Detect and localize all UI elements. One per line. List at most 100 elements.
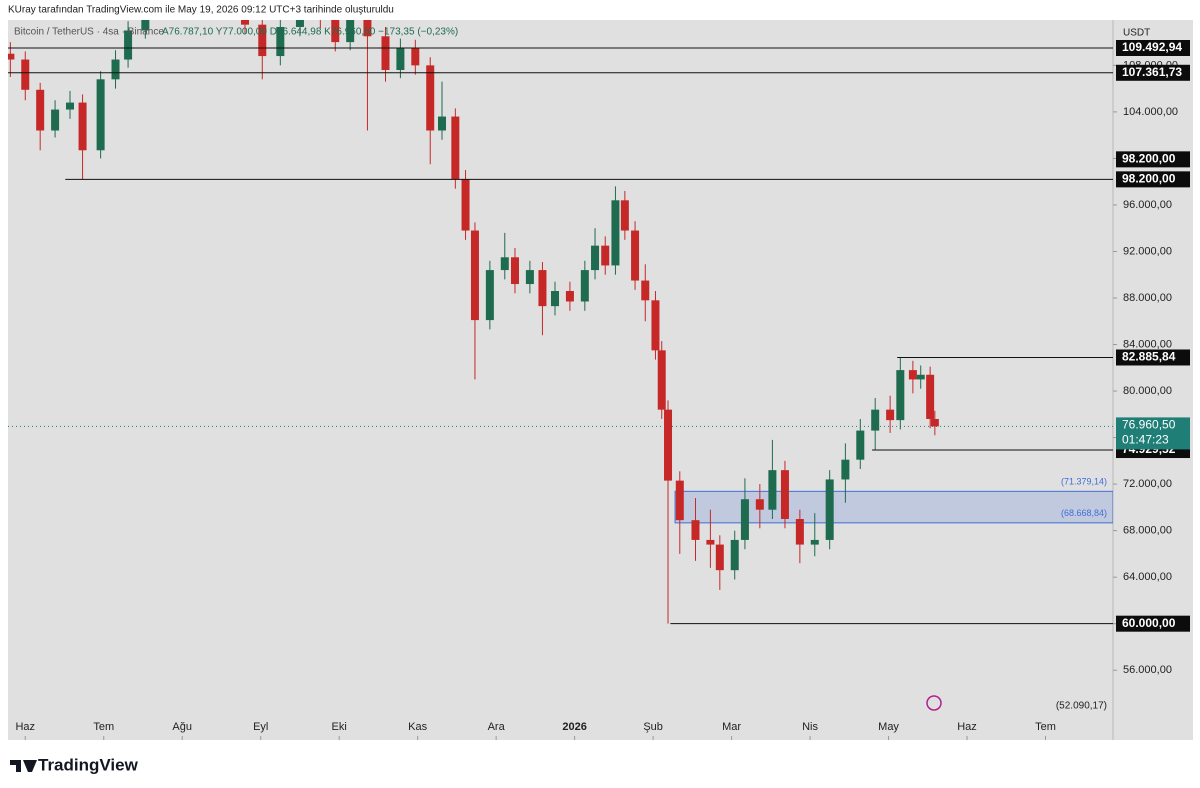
x-tick-label: Mar — [722, 721, 741, 733]
y-tick-label: 104.000,00 — [1123, 106, 1178, 118]
candle-body — [111, 59, 120, 80]
zone-label: (71.379,14) — [1061, 477, 1107, 487]
candle-body — [601, 245, 610, 266]
chart-background — [8, 20, 1193, 740]
candle-body — [411, 47, 420, 66]
candle-body — [675, 480, 684, 521]
candle-body — [510, 257, 519, 285]
candle-body — [730, 539, 739, 571]
candle-body — [485, 270, 494, 321]
x-tick-label: Ağu — [172, 721, 192, 733]
symbol: Bitcoin / TetherUS · 4sa · Binance — [14, 27, 164, 38]
candle-body — [363, 20, 372, 37]
candle-body — [908, 370, 917, 380]
logo — [10, 760, 37, 772]
candle-body — [916, 374, 925, 380]
candle-body — [631, 230, 640, 281]
last-price-box — [1116, 417, 1190, 450]
candle-body — [657, 350, 666, 410]
candle-body — [461, 179, 470, 231]
price-label: 107.361,73 — [1122, 65, 1182, 79]
candle-body — [426, 65, 435, 131]
x-tick-label: Kas — [408, 721, 427, 733]
candle-body — [856, 430, 865, 460]
price-label: 109.492,94 — [1122, 40, 1182, 54]
plot — [8, 20, 1113, 624]
candle-body — [896, 370, 905, 421]
candle-body — [886, 409, 895, 421]
price-label: 60.000,00 — [1122, 616, 1176, 630]
countdown: 01:47:23 — [1122, 433, 1169, 447]
candle-body — [926, 374, 935, 419]
zone — [674, 490, 1113, 524]
ohlc-text: A76.787,10 Y77.000,00 D76.644,98 K76.960… — [162, 27, 458, 38]
price-label-box — [1116, 349, 1190, 366]
candle-body — [21, 59, 30, 90]
x-tick-label: Eyl — [253, 721, 268, 733]
x-tick-label: Şub — [643, 721, 663, 733]
candle-body — [258, 24, 267, 57]
x-tick-label: Tem — [93, 721, 114, 733]
candle-body — [331, 20, 340, 43]
candle-body — [551, 291, 560, 307]
candle-body — [715, 544, 724, 571]
candle-body — [706, 539, 715, 545]
candle-body — [780, 470, 789, 519]
candle-body — [470, 230, 479, 321]
candle-body — [580, 270, 589, 302]
candle-body — [141, 20, 150, 31]
candle-body — [396, 47, 405, 71]
candle-body — [651, 300, 660, 351]
candle-body — [641, 280, 650, 301]
x-tick-label: May — [878, 721, 899, 733]
price-label: 82.885,84 — [1122, 350, 1176, 364]
x-tick-label: 2026 — [562, 721, 586, 733]
candle-body — [381, 36, 390, 71]
candle-body — [795, 518, 804, 545]
candle-body — [124, 30, 133, 60]
candle-body — [96, 79, 105, 151]
header: KUray tarafından TradingView.com ile May… — [8, 5, 394, 16]
price-label: 98.200,00 — [1122, 152, 1176, 166]
price-label-box — [1116, 151, 1190, 168]
candle-body — [78, 102, 87, 151]
candle-body — [437, 116, 446, 131]
candle-body — [740, 499, 749, 540]
y-tick-label: 84.000,00 — [1123, 338, 1172, 350]
candle-body — [841, 459, 850, 480]
y-tick-label: 92.000,00 — [1123, 245, 1172, 257]
candle-body — [591, 245, 600, 271]
candle-body — [525, 270, 534, 285]
candle-body — [295, 20, 304, 27]
candle-body — [565, 291, 574, 302]
zone-label: (68.668,84) — [1061, 508, 1107, 518]
candle-body — [276, 26, 285, 57]
candle-body — [346, 20, 355, 43]
candle-body — [451, 116, 460, 180]
currency: USDT — [1123, 28, 1150, 39]
candle-body — [611, 200, 620, 266]
candle-body — [538, 270, 547, 307]
candle-body — [691, 520, 700, 540]
candle-body — [8, 53, 15, 60]
y-tick-label: 88.000,00 — [1123, 292, 1172, 304]
candle-body — [500, 257, 509, 271]
x-tick-label: Nis — [802, 721, 818, 733]
last-price-label: 76.960,50 — [1122, 418, 1176, 432]
candle-body — [930, 418, 939, 427]
candle-body — [871, 409, 880, 431]
brand: TradingView — [38, 755, 139, 774]
x-tick-label: Haz — [15, 721, 35, 733]
price-label-box — [1116, 615, 1190, 632]
candle-body — [241, 20, 250, 25]
x-tick-label: Ara — [488, 721, 506, 733]
y-tick-label: 80.000,00 — [1123, 385, 1172, 397]
price-label: 98.200,00 — [1122, 172, 1176, 186]
y-tick-label: 64.000,00 — [1123, 571, 1172, 583]
price-label-box — [1116, 64, 1190, 81]
candle-body — [755, 499, 764, 510]
y-tick-label: 72.000,00 — [1123, 478, 1172, 490]
y-tick-label: 68.000,00 — [1123, 525, 1172, 537]
candle-body — [51, 109, 60, 131]
